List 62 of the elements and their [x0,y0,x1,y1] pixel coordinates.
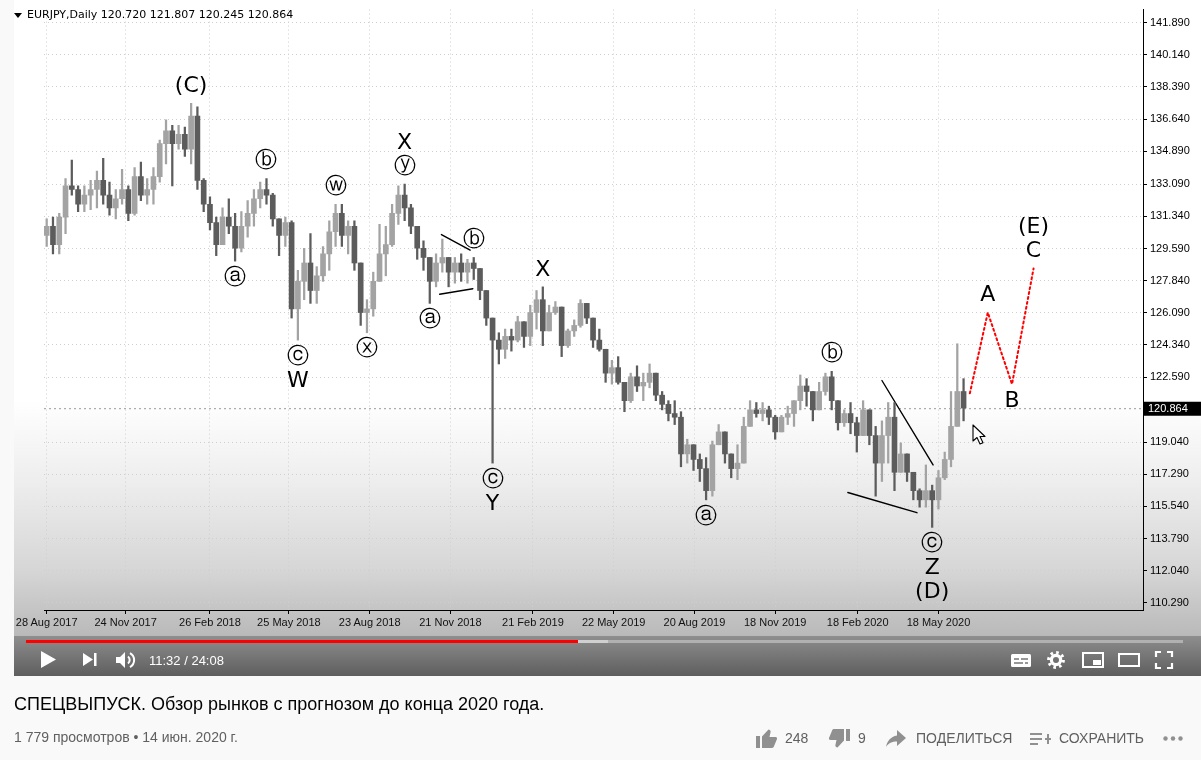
annotation: ⓐ [418,306,441,332]
x-tick-label: 25 May 2018 [257,615,321,628]
annotation: ⓐ [224,263,247,289]
annotation: A [980,281,996,307]
y-tick-label: 141.890 [1150,15,1190,28]
x-tick-label: 23 Aug 2018 [338,615,401,628]
y-tick-label: 131.340 [1150,209,1190,222]
annotation: ⓑ [462,226,485,252]
annotation: C [1025,237,1042,263]
annotation: X [535,255,551,281]
annotation: ⓐ [695,502,718,528]
annotation: ⓦ [324,172,347,198]
x-tick-label: 18 Nov 2019 [743,615,807,628]
annotation: ⓧ [355,335,378,361]
x-tick-label: 22 May 2019 [581,615,646,628]
text: 1 779 просмотров • 14 июн. 2020 г. [14,728,238,746]
x-tick-label: 21 Feb 2019 [502,615,564,628]
y-tick-label: 134.890 [1150,144,1190,157]
y-tick-label: 122.590 [1150,370,1190,383]
text: ПОДЕЛИТЬСЯ [916,729,1013,747]
y-tick-label: 127.840 [1150,273,1190,286]
y-tick-label: 136.640 [1150,112,1190,125]
y-tick-label: 112.040 [1150,563,1189,576]
y-tick-label: 138.390 [1150,79,1190,92]
annotation: X [397,128,413,154]
x-tick-label: 21 Nov 2018 [419,615,482,628]
text: СОХРАНИТЬ [1059,729,1145,747]
x-tick-label: 28 Aug 2017 [15,615,78,628]
annotation: ⓑ [820,340,843,366]
y-tick-label: 119.040 [1150,435,1189,448]
x-tick-label: 26 Feb 2018 [179,615,241,628]
annotation: ⓑ [255,147,278,173]
chart-title: EURJPY,Daily 120.720 121.807 120.245 120.864 [27,7,294,21]
y-tick-label: 113.790 [1150,531,1189,544]
annotation: ⓨ [393,152,416,178]
y-tick-label: 129.590 [1150,241,1190,254]
annotation: B [1004,386,1020,412]
x-tick-label: 18 May 2020 [906,615,971,628]
annotation: ⓒ [921,530,944,556]
y-tick-label: 110.290 [1150,595,1189,608]
x-tick-label: 20 Aug 2019 [663,615,726,628]
y-tick-label: 115.540 [1150,499,1189,512]
annotation: (E) [1018,213,1050,239]
annotation: ⓒ [286,342,309,368]
annotation: W [287,366,310,392]
annotation: (D) [915,578,950,604]
text: СПЕЦВЫПУСК. Обзор рынков с прогнозом до конца 2020 года. [14,693,545,715]
x-tick-label: 18 Feb 2020 [826,615,889,628]
ref-line-label: 120.864 [1148,402,1188,415]
y-tick-label: 126.090 [1150,305,1190,318]
text: 11:32 / 24:08 [149,652,224,669]
y-tick-label: 124.340 [1150,337,1190,350]
annotation: Z [924,554,940,580]
annotation: ⓒ [481,465,504,491]
y-tick-label: 140.140 [1150,47,1190,60]
annotation: (C) [174,71,208,97]
y-tick-label: 117.290 [1150,467,1189,480]
text: 248 [785,729,809,747]
annotation: Y [484,489,500,515]
text: 9 [858,729,866,747]
y-tick-label: 133.090 [1150,177,1190,190]
x-tick-label: 24 Nov 2017 [94,615,157,628]
